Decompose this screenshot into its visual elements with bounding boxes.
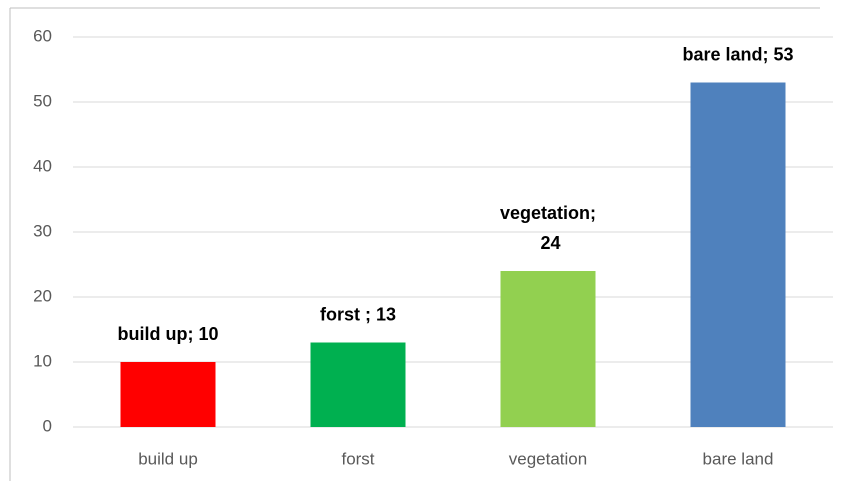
y-tick-label: 20 [33, 286, 52, 305]
value-label: bare land; 53 [682, 44, 793, 64]
y-tick-label: 10 [33, 351, 52, 370]
x-tick-label: forst [341, 449, 374, 468]
value-label: forst ; 13 [320, 304, 396, 324]
x-tick-label: vegetation [509, 449, 587, 468]
y-tick-label: 30 [33, 221, 52, 240]
bar [310, 342, 406, 427]
x-tick-label: bare land [703, 449, 774, 468]
bar [500, 271, 596, 427]
y-tick-label: 60 [33, 26, 52, 45]
y-tick-label: 50 [33, 91, 52, 110]
y-tick-label: 40 [33, 156, 52, 175]
y-tick-label: 0 [43, 416, 52, 435]
bar [120, 362, 216, 427]
x-tick-label: build up [138, 449, 198, 468]
value-label: build up; 10 [118, 324, 219, 344]
bar [690, 82, 786, 427]
value-label: vegetation; 24 [500, 203, 596, 253]
